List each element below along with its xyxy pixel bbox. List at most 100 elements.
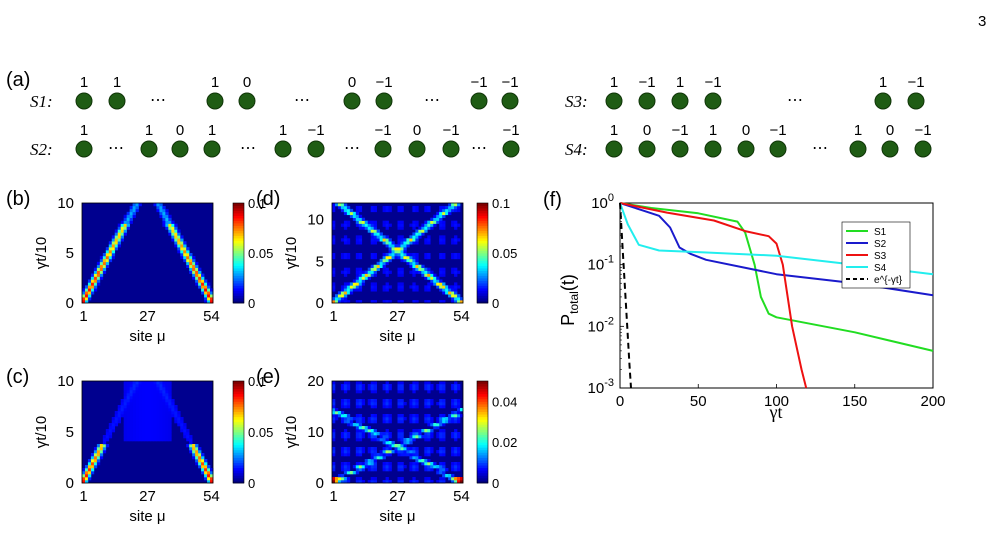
heatmap-cell	[382, 253, 386, 257]
heatmap-cell	[358, 235, 363, 239]
heatmap-cell	[177, 411, 181, 415]
heatmap-cell	[96, 453, 101, 457]
heatmap-cell	[165, 211, 169, 216]
heatmap-cell	[385, 282, 389, 286]
heatmap-cell	[135, 432, 139, 436]
heatmap-cell	[457, 270, 461, 274]
heatmap-cell	[147, 405, 151, 409]
heatmap-cell	[198, 450, 202, 454]
heatmap-cell	[370, 241, 374, 245]
heatmap-cell	[424, 381, 428, 385]
heatmap-cell	[445, 205, 449, 210]
colorbar-step	[477, 298, 488, 301]
heatmap-cell	[370, 282, 374, 286]
heatmap-cell	[349, 208, 354, 213]
heatmap-cell	[132, 438, 136, 442]
heatmap-cell	[376, 232, 380, 236]
colorbar-step	[477, 411, 488, 415]
heatmap-cell	[403, 247, 407, 251]
heatmap-cell	[382, 435, 386, 439]
site-value: 1	[211, 74, 219, 91]
heatmap-cell	[379, 235, 383, 239]
heatmap-cell	[352, 217, 357, 221]
colorbar-step	[477, 250, 488, 254]
heatmap-background	[82, 203, 213, 303]
heatmap-cell	[397, 381, 401, 385]
heatmap-cell	[358, 217, 363, 221]
heatmap-cell	[337, 477, 342, 481]
colorbar-step	[477, 235, 488, 239]
heatmap-cell	[397, 226, 401, 230]
x-tick-label: 0	[616, 393, 624, 410]
heatmap-cell	[427, 399, 431, 403]
heatmap-cell	[400, 282, 404, 286]
heatmap-cell	[165, 426, 169, 430]
heatmap-cell	[204, 297, 208, 301]
heatmap-cell	[126, 414, 130, 418]
heatmap-cell	[343, 471, 348, 475]
heatmap-cell	[198, 276, 202, 280]
site-node	[274, 140, 292, 158]
heatmap-cell	[340, 205, 345, 210]
heatmap-cell	[147, 381, 151, 385]
colorbar-step	[233, 218, 244, 221]
heatmap-cell	[430, 270, 434, 274]
heatmap-cell	[117, 420, 122, 424]
heatmap-cell	[144, 429, 148, 433]
heatmap-cell	[129, 438, 133, 442]
heatmap-cell	[171, 229, 175, 233]
heatmap-cell	[424, 459, 428, 463]
heatmap-cell	[165, 402, 169, 406]
heatmap-cell	[433, 462, 437, 466]
heatmap-cell	[117, 223, 122, 227]
heatmap-cell	[388, 414, 392, 418]
heatmap-cell	[117, 417, 122, 421]
heatmap-cell	[409, 441, 413, 445]
colorbar-step	[233, 470, 244, 474]
heatmap-cell	[174, 238, 178, 242]
heatmap-cell	[403, 402, 407, 406]
heatmap-cell	[111, 255, 116, 260]
heatmap-cell	[442, 417, 446, 421]
heatmap-cell	[379, 435, 383, 439]
heatmap-cell	[105, 250, 110, 254]
heatmap-cell	[343, 267, 348, 271]
heatmap-cell	[84, 285, 89, 289]
heatmap-cell	[388, 300, 392, 304]
heatmap-cell	[370, 477, 374, 481]
heatmap-cell	[156, 387, 160, 391]
heatmap-cell	[132, 390, 136, 394]
heatmap-cell	[159, 205, 163, 210]
heatmap-cell	[370, 399, 374, 403]
colorbar-step	[233, 265, 244, 269]
heatmap-cell	[162, 220, 166, 224]
heatmap-cell	[412, 285, 416, 289]
heatmap-cell	[430, 435, 434, 439]
heatmap-cell	[204, 279, 208, 283]
heatmap-cell	[421, 462, 425, 466]
heatmap-cell	[84, 480, 89, 484]
heatmap-cell	[439, 214, 443, 218]
heatmap-cell	[183, 255, 187, 260]
heatmap-cell	[451, 417, 455, 421]
heatmap-cell	[105, 429, 110, 433]
heatmap-cell	[400, 468, 404, 472]
heatmap-cell	[147, 417, 151, 421]
heatmap-cell	[373, 270, 377, 274]
heatmap-cell	[442, 288, 446, 292]
heatmap-cell	[397, 414, 401, 418]
heatmap-cell	[105, 261, 110, 266]
y-axis-label-sub: total	[567, 291, 581, 314]
heatmap-cell	[427, 387, 431, 391]
heatmap-cell	[421, 459, 425, 463]
heatmap-cell	[108, 426, 113, 430]
colorbar-step	[477, 432, 488, 435]
heatmap-cell	[150, 435, 154, 439]
heatmap-cell	[123, 232, 127, 236]
heatmap-cell	[457, 408, 461, 412]
heatmap-cell	[385, 285, 389, 289]
heatmap-cell	[454, 420, 458, 424]
heatmap-cell	[349, 291, 354, 295]
heatmap-cell	[198, 279, 202, 283]
heatmap-cell	[415, 229, 419, 233]
